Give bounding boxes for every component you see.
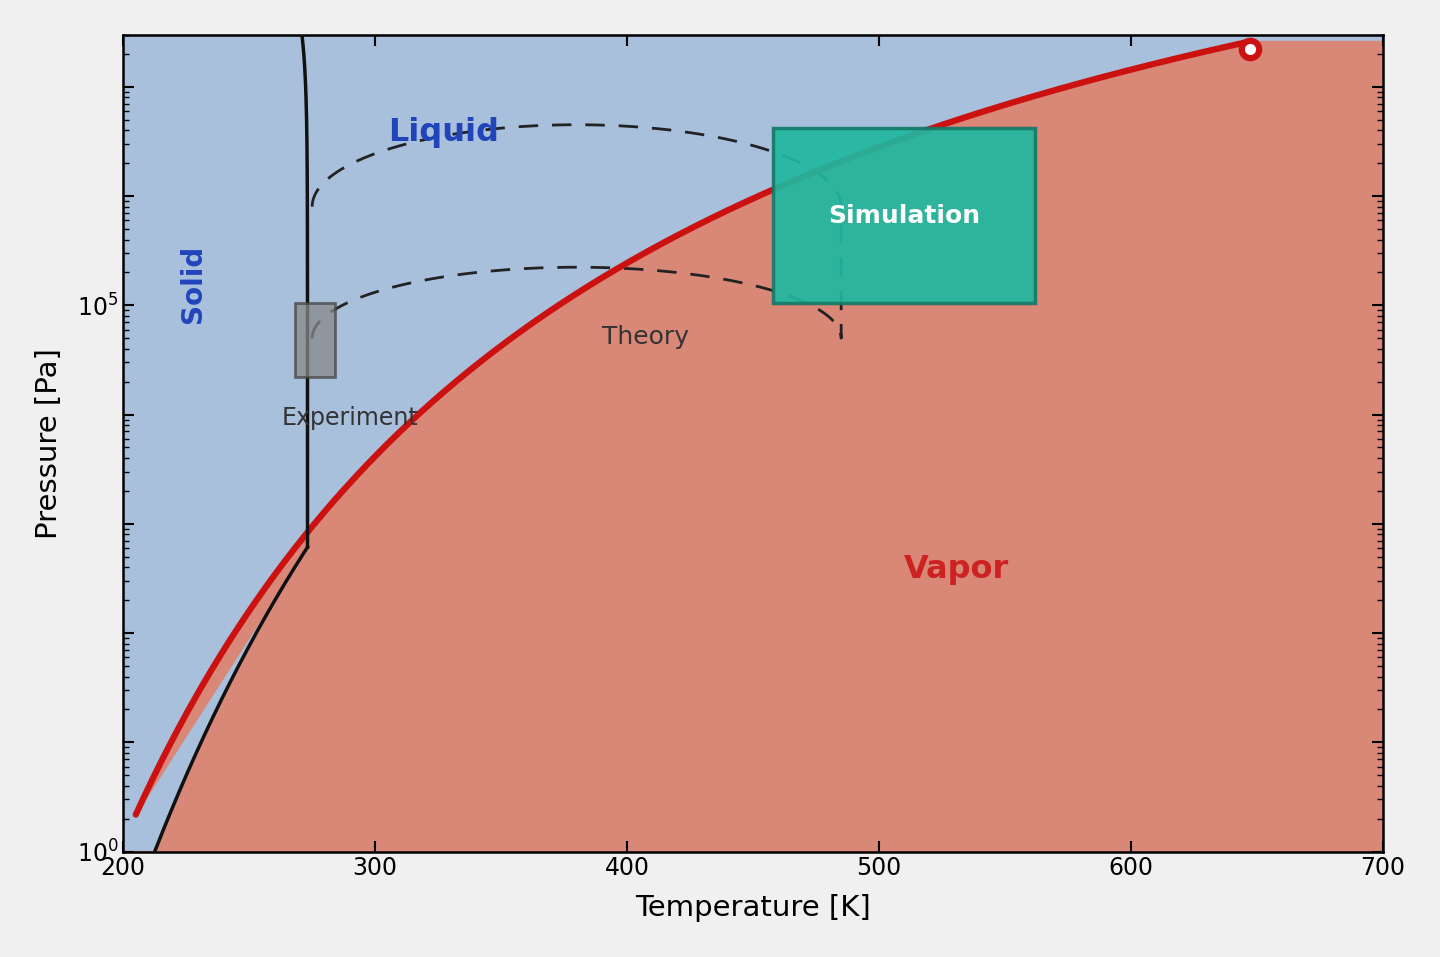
Text: Vapor: Vapor — [904, 554, 1009, 586]
Bar — [295, 303, 336, 377]
Text: Theory: Theory — [602, 324, 688, 348]
Text: Liquid: Liquid — [387, 118, 498, 148]
X-axis label: Temperature [K]: Temperature [K] — [635, 894, 871, 923]
Bar — [773, 128, 1035, 303]
Text: Experiment: Experiment — [282, 406, 419, 430]
Text: Simulation: Simulation — [828, 204, 981, 228]
Text: Solid: Solid — [179, 244, 206, 323]
Polygon shape — [124, 41, 1382, 937]
Y-axis label: Pressure [Pa]: Pressure [Pa] — [35, 347, 63, 539]
